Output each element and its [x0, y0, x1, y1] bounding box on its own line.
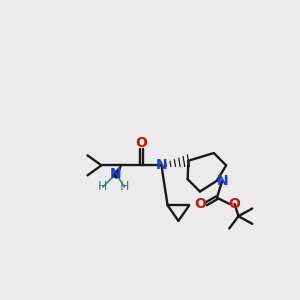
Text: O: O: [194, 197, 206, 211]
Text: H: H: [98, 180, 108, 194]
Polygon shape: [112, 165, 122, 178]
Text: O: O: [136, 136, 147, 150]
Text: O: O: [229, 197, 241, 211]
Text: H: H: [120, 180, 129, 194]
Text: N: N: [217, 174, 228, 188]
Text: N: N: [110, 167, 122, 181]
Text: N: N: [156, 158, 167, 172]
